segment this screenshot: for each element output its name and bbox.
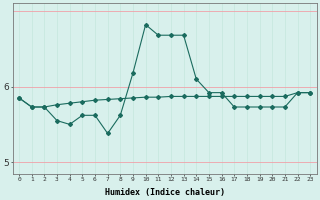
X-axis label: Humidex (Indice chaleur): Humidex (Indice chaleur) [105, 188, 225, 197]
